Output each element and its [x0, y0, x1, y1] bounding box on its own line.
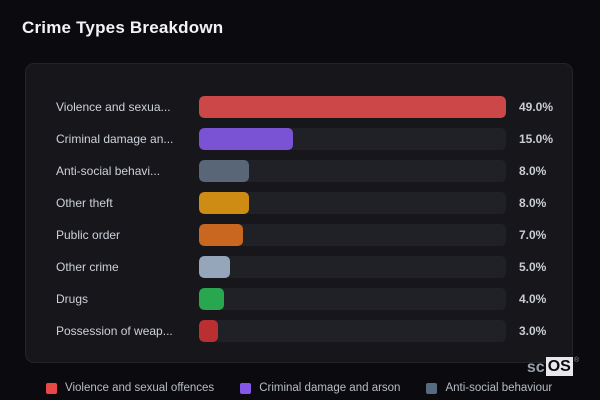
value-label: 7.0% — [519, 228, 547, 242]
category-label: Public order — [56, 228, 121, 242]
value-label: 8.0% — [519, 196, 547, 210]
bar-track — [199, 224, 506, 246]
legend-label: Anti-social behaviour — [445, 382, 553, 394]
chart-legend: Violence and sexual offences Criminal dam… — [46, 382, 552, 394]
crime-types-chart-panel: Violence and sexua... 49.0% Criminal damag… — [25, 63, 573, 363]
bar-fill — [199, 96, 506, 118]
legend-item[interactable]: Violence and sexual offences — [46, 382, 214, 394]
bar-fill — [199, 320, 218, 342]
bar-row: Possession of weap... 3.0% — [26, 320, 572, 342]
scos-watermark-logo: sc OS ® — [527, 357, 579, 376]
bar-fill — [199, 128, 293, 150]
bar-track — [199, 288, 506, 310]
legend-item[interactable]: Anti-social behaviour — [426, 382, 552, 394]
value-label: 5.0% — [519, 260, 547, 274]
watermark-suffix: OS — [545, 357, 573, 376]
legend-swatch — [426, 382, 438, 394]
bar-rows: Violence and sexua... 49.0% Criminal damag… — [26, 96, 572, 342]
bar-row: Violence and sexua... 49.0% — [26, 96, 572, 118]
legend-swatch — [46, 382, 57, 394]
value-label: 4.0% — [519, 292, 547, 306]
registered-trademark-icon: ® — [573, 357, 579, 364]
value-label: 15.0% — [519, 132, 554, 146]
legend-label: Violence and sexual offences — [65, 382, 215, 394]
value-label: 49.0% — [519, 100, 554, 114]
bar-track — [199, 256, 506, 278]
category-label: Violence and sexua... — [56, 100, 171, 114]
bar-row: Drugs 4.0% — [26, 288, 572, 310]
bar-row: Public order 7.0% — [26, 224, 572, 246]
watermark-prefix: sc — [526, 359, 545, 376]
category-label: Possession of weap... — [56, 324, 173, 338]
bar-fill — [199, 256, 231, 278]
bar-fill — [199, 160, 250, 182]
bar-row: Criminal damage an... 15.0% — [26, 128, 572, 150]
bar-fill — [199, 288, 225, 310]
bar-row: Other crime 5.0% — [26, 256, 572, 278]
category-label: Criminal damage an... — [56, 132, 174, 146]
bar-track — [199, 160, 506, 182]
value-label: 8.0% — [519, 164, 547, 178]
bar-track — [199, 96, 506, 118]
bar-row: Other theft 8.0% — [26, 192, 572, 214]
category-label: Other crime — [56, 260, 119, 274]
bar-track — [199, 320, 506, 342]
bar-row: Anti-social behavi... 8.0% — [26, 160, 572, 182]
bar-fill — [199, 192, 250, 214]
category-label: Drugs — [56, 292, 89, 306]
legend-swatch — [240, 382, 252, 394]
legend-item[interactable]: Criminal damage and arson — [240, 382, 400, 394]
bar-track — [199, 192, 506, 214]
legend-label: Criminal damage and arson — [259, 382, 401, 394]
bar-track — [199, 128, 506, 150]
category-label: Other theft — [56, 196, 113, 210]
category-label: Anti-social behavi... — [56, 164, 161, 178]
value-label: 3.0% — [519, 324, 547, 338]
bar-fill — [199, 224, 243, 246]
page-title: Crime Types Breakdown — [22, 18, 224, 37]
